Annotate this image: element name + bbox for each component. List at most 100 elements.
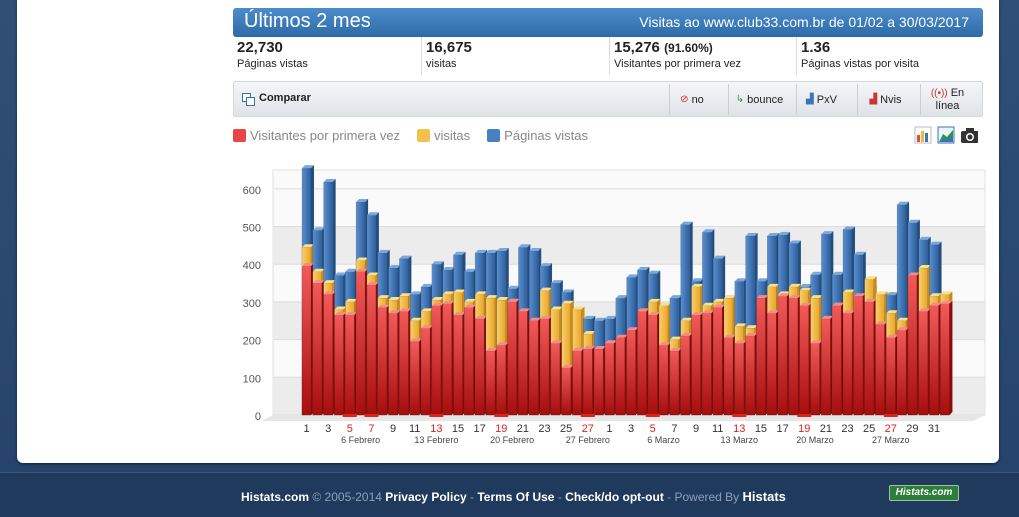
bar-pageviews-top (918, 236, 931, 240)
bar-pageviews-top (778, 231, 791, 235)
bar-visits-top (540, 287, 553, 291)
bar-visits-top (377, 295, 390, 299)
week-label: 27 Marzo (872, 435, 910, 445)
bar-pageviews-top (669, 295, 682, 299)
bar-pageviews-top (312, 227, 325, 231)
bar-pageviews-top (594, 317, 607, 321)
x-tick-label: 19 (798, 423, 810, 435)
x-tick-label: 31 (928, 423, 940, 435)
bar-visits-top (388, 297, 401, 301)
terms-link[interactable]: Terms Of Use (477, 490, 555, 504)
bar-visits-top (442, 291, 455, 295)
pxv-button[interactable]: ▟ PxV (796, 84, 846, 115)
bar-first-time (669, 350, 680, 416)
privacy-link[interactable]: Privacy Policy (385, 490, 467, 504)
bar-pageviews-top (691, 278, 704, 282)
no-button[interactable]: ⊘ no (669, 84, 714, 115)
bar-first-time-top (637, 308, 650, 312)
bar-first-time (539, 318, 550, 416)
histats-logo[interactable]: Histats.com (889, 485, 959, 501)
bar-first-time (896, 329, 907, 416)
bar-first-time-top (691, 312, 704, 316)
bar-first-time-top (345, 312, 358, 316)
x-tick-label: 13 (733, 423, 745, 435)
x-tick-label: 5 (650, 423, 656, 435)
footer-brand[interactable]: Histats.com (241, 490, 310, 504)
bar-first-time-top (431, 302, 444, 306)
footer-powered-brand[interactable]: Histats (742, 489, 786, 504)
bar-first-time-top (886, 334, 899, 338)
bar-first-time (691, 314, 701, 416)
online-button[interactable]: ((•)) En línea (920, 84, 974, 115)
bar-pageviews-top (485, 249, 498, 253)
nvis-button[interactable]: ▟ Nvis (857, 84, 913, 115)
bar-first-time (615, 337, 626, 416)
bar-visits-top (745, 325, 758, 329)
legend-item-visits[interactable]: visitas (417, 128, 470, 143)
bar-pageviews-top (702, 229, 715, 233)
x-tick-label: 25 (863, 423, 875, 435)
bar-pageviews-top (323, 179, 336, 183)
bar-first-time (831, 305, 842, 416)
area-chart-icon[interactable] (937, 126, 955, 144)
bar-visits-top (929, 293, 942, 297)
bar-pageviews-top (507, 285, 520, 289)
bar-first-time-top (529, 317, 542, 321)
bar-first-time-top (756, 295, 769, 299)
y-tick-label: 300 (243, 298, 261, 310)
bar-first-time (442, 303, 452, 416)
bar-first-time (767, 312, 777, 416)
bar-first-time-top (918, 308, 931, 312)
optout-link[interactable]: Check/do opt-out (565, 490, 664, 504)
bar-first-time-top (302, 263, 314, 267)
bar-chart-icon[interactable] (914, 126, 932, 144)
compare-button[interactable]: Comparar (242, 92, 311, 106)
footer-text: Histats.com © 2005-2014 Privacy Policy -… (241, 489, 786, 504)
chart-toolbar: Comparar ⊘ no ↳ bounce ▟ PxV ▟ Nvis ((•)… (233, 81, 983, 117)
bar-pageviews-top (821, 231, 834, 235)
bar-pageviews-top (637, 266, 650, 270)
bar-first-time-top (723, 334, 736, 338)
bar-first-time-top (702, 310, 715, 314)
x-tick-label: 9 (693, 423, 699, 435)
x-tick-label: 23 (538, 423, 550, 435)
weekend-marker (883, 414, 898, 417)
pxv-label: PxV (816, 93, 837, 106)
bar-visits-top (399, 293, 412, 297)
legend-swatch (487, 128, 501, 142)
bar-pageviews-top (366, 212, 379, 216)
site-footer: Histats.com © 2005-2014 Privacy Policy -… (0, 472, 1019, 517)
bar-first-time-top (907, 272, 920, 276)
bar-visits-top (453, 289, 466, 293)
bounce-icon: ↳ (735, 94, 745, 105)
bar-first-time-top (485, 347, 498, 351)
x-tick-label: 3 (628, 423, 634, 435)
bar-first-time (420, 328, 431, 416)
no-entry-icon: ⊘ (680, 94, 689, 105)
legend-item-first-time[interactable]: Visitantes por primera vez (233, 128, 400, 143)
legend-item-pageviews[interactable]: Páginas vistas (487, 128, 588, 143)
x-tick-label: 15 (755, 423, 767, 435)
x-tick-label: 21 (517, 423, 529, 435)
chart-icon: ▟ (806, 94, 814, 105)
bar-first-time (355, 271, 366, 416)
nvis-label: Nvis (880, 93, 902, 106)
x-tick-label: 23 (841, 423, 853, 435)
bar-first-time-top (464, 304, 477, 308)
bar-visits-top (691, 283, 704, 287)
bounce-button[interactable]: ↳ bounce (728, 84, 790, 115)
legend-label: Páginas vistas (504, 127, 588, 143)
bar-first-time-top (810, 340, 823, 344)
bar-visits-top (669, 336, 682, 340)
bar-visits-top (767, 283, 780, 287)
bar-visits-top (496, 297, 509, 301)
weekend-marker (429, 414, 444, 417)
bar-first-time (550, 343, 561, 416)
bar-pageviews-top (604, 315, 617, 319)
camera-icon[interactable] (960, 126, 978, 144)
bar-first-time (366, 284, 377, 416)
bar-first-time (864, 301, 874, 416)
bar-pageviews-top (388, 265, 401, 268)
bar-first-time (604, 343, 615, 416)
